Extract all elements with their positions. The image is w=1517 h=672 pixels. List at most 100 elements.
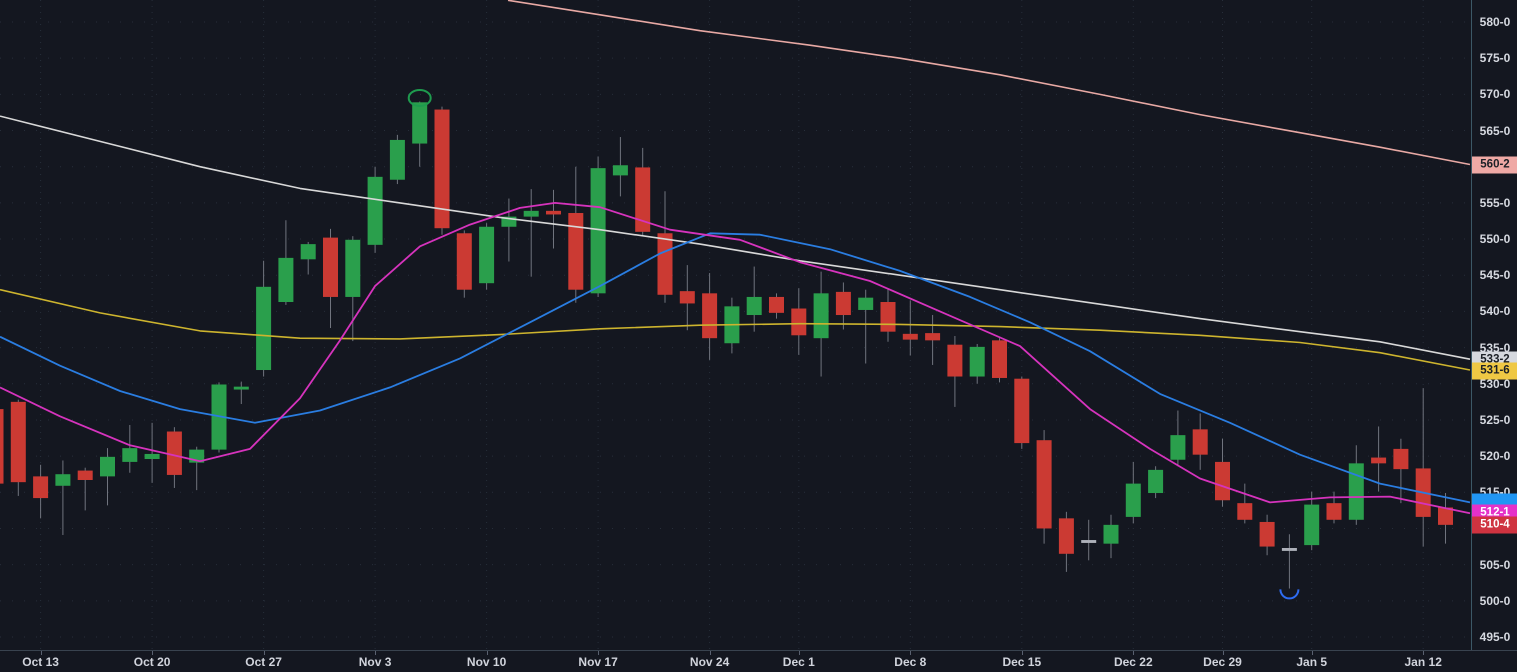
- ellipse-annotation-high[interactable]: [407, 88, 432, 107]
- candle[interactable]: [746, 266, 762, 332]
- candle[interactable]: [969, 343, 985, 384]
- time-tick-mark: [910, 651, 912, 655]
- candle[interactable]: [1326, 491, 1342, 524]
- candle-body: [33, 476, 49, 499]
- candle-body: [10, 401, 26, 483]
- candle-body: [992, 340, 1007, 378]
- candle-body: [769, 296, 784, 313]
- candle[interactable]: [100, 448, 115, 506]
- candle[interactable]: [434, 106, 450, 235]
- time-tick-mark: [152, 651, 154, 655]
- time-axis[interactable]: Oct 13 Oct 20 Oct 27 Nov 3 Nov 10 Nov 17 Nov 2…: [0, 650, 1517, 672]
- candle[interactable]: [992, 338, 1007, 383]
- candle[interactable]: [1281, 534, 1297, 589]
- candle[interactable]: [10, 399, 26, 496]
- candle[interactable]: [1259, 514, 1275, 556]
- price-tick-label: 530-0: [1479, 376, 1511, 391]
- candle[interactable]: [612, 137, 628, 197]
- candle[interactable]: [657, 191, 673, 303]
- candle-body: [323, 237, 338, 297]
- candle[interactable]: [233, 381, 249, 405]
- candle[interactable]: [345, 236, 361, 342]
- price-axis[interactable]: 580-0575-0570-0565-0560-0555-0550-0545-0…: [1471, 0, 1517, 650]
- candle[interactable]: [479, 223, 495, 290]
- candle[interactable]: [389, 134, 405, 185]
- candle[interactable]: [947, 336, 963, 407]
- candle[interactable]: [1036, 430, 1052, 544]
- candle[interactable]: [189, 446, 205, 491]
- ma-lines-layer: [0, 0, 1471, 515]
- candle[interactable]: [144, 422, 160, 483]
- candle[interactable]: [456, 230, 472, 298]
- candle[interactable]: [1170, 410, 1186, 467]
- candle[interactable]: [122, 425, 138, 473]
- candle[interactable]: [568, 166, 584, 303]
- candle[interactable]: [925, 315, 941, 365]
- time-axis-label: Nov 17: [578, 655, 618, 669]
- candle-body: [278, 257, 294, 303]
- price-tick-label: 550-0: [1479, 232, 1511, 247]
- candle-body: [880, 302, 896, 332]
- candle[interactable]: [858, 289, 874, 364]
- price-tick-label: 565-0: [1479, 123, 1511, 138]
- candle[interactable]: [1058, 511, 1074, 572]
- price-tick-label: 500-0: [1479, 593, 1511, 608]
- candle[interactable]: [256, 260, 272, 377]
- candle-body: [1036, 440, 1052, 529]
- candle[interactable]: [1237, 483, 1253, 524]
- candle[interactable]: [33, 464, 49, 519]
- candle[interactable]: [791, 288, 807, 355]
- candle-body: [1014, 378, 1030, 444]
- candle[interactable]: [902, 300, 918, 356]
- candle[interactable]: [1103, 514, 1119, 559]
- price-tick-label: 575-0: [1479, 51, 1511, 66]
- ma-salmon-slow-ma: [507, 0, 1471, 166]
- candle[interactable]: [278, 220, 294, 305]
- candle[interactable]: [546, 189, 561, 249]
- candle[interactable]: [880, 288, 896, 342]
- candle[interactable]: [1148, 466, 1164, 499]
- candle[interactable]: [0, 405, 4, 492]
- candle[interactable]: [1371, 426, 1387, 492]
- candle[interactable]: [166, 427, 182, 488]
- candle[interactable]: [702, 273, 718, 360]
- candle-body: [1326, 503, 1342, 520]
- candle[interactable]: [679, 265, 695, 331]
- arc-annotation-low[interactable]: [1279, 589, 1300, 600]
- annotations-layer: [407, 88, 1300, 600]
- candle[interactable]: [1393, 438, 1409, 504]
- candle[interactable]: [412, 101, 428, 167]
- candle[interactable]: [323, 228, 338, 329]
- time-tick-mark: [709, 651, 711, 655]
- candle-body: [1058, 518, 1074, 554]
- candle[interactable]: [1348, 445, 1364, 525]
- candle[interactable]: [367, 166, 383, 253]
- candle[interactable]: [590, 156, 606, 297]
- candle-body: [122, 448, 138, 462]
- price-tick-label: 580-0: [1479, 15, 1511, 29]
- candle[interactable]: [1304, 491, 1320, 551]
- time-tick-mark: [598, 651, 600, 655]
- candle[interactable]: [1125, 461, 1141, 524]
- candle[interactable]: [1415, 388, 1431, 547]
- candle[interactable]: [835, 282, 851, 330]
- candle[interactable]: [300, 241, 316, 275]
- candle[interactable]: [769, 293, 784, 319]
- candle[interactable]: [1081, 519, 1097, 561]
- candle[interactable]: [55, 460, 71, 535]
- candle[interactable]: [1438, 493, 1453, 544]
- ma-magenta-ma: [0, 202, 1471, 515]
- candle[interactable]: [77, 467, 93, 511]
- time-axis-label: Nov 10: [466, 655, 507, 669]
- candle[interactable]: [1215, 438, 1230, 507]
- candle[interactable]: [1192, 413, 1208, 470]
- candle-body: [568, 213, 584, 290]
- candle-body: [501, 216, 517, 227]
- time-tick-mark: [798, 651, 800, 655]
- candle-body: [1192, 429, 1208, 455]
- candle[interactable]: [1014, 376, 1030, 449]
- candle-body: [612, 165, 628, 176]
- candle[interactable]: [523, 189, 539, 277]
- candle[interactable]: [501, 198, 517, 262]
